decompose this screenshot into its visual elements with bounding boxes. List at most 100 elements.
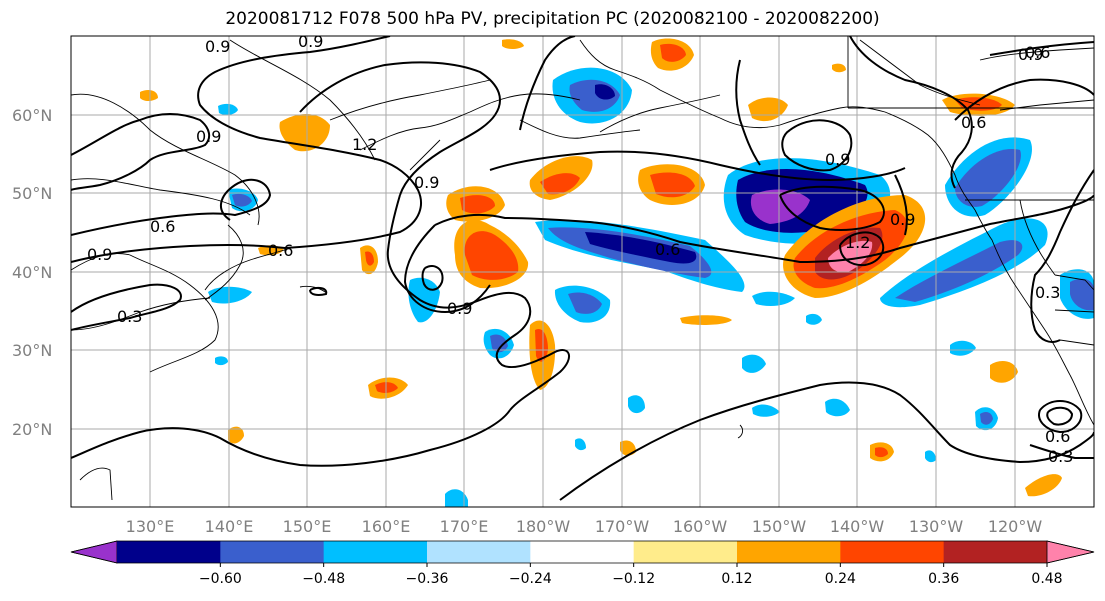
colorbar-tick-label: −0.36 [406,571,449,587]
pv-contour [386,194,570,411]
precip-anomaly [568,292,602,314]
precip-anomaly [460,195,495,214]
lon-label: 170°E [440,517,489,536]
contour-label: 0.3 [1035,283,1060,302]
colorbar-tick-label: −0.48 [302,571,345,587]
precip-anomaly [990,360,1018,383]
precip-anomaly [1070,278,1094,311]
pv-contour [894,174,908,236]
precip-anomaly [535,328,548,362]
contour-label: 0.9 [825,150,850,169]
precip-anomaly [540,173,580,195]
longitude-labels: 130°E 140°E 150°E 160°E 170°E 180°W 170°… [126,517,1043,536]
precip-anomaly [365,251,374,266]
precip-anomaly [575,438,586,451]
pv-contour [735,59,761,166]
pv-contour [1046,406,1074,426]
precip-anomaly [228,426,244,444]
precip-anomaly [218,103,238,115]
precip-anomaly [752,404,780,417]
pv-contour [1038,400,1083,434]
precip-anomaly [490,334,508,353]
precip-anomaly [875,447,888,458]
contour-label: 0.9 [414,173,439,192]
colorbar-segment [840,541,945,563]
pv-contour [71,283,182,331]
pv-contour [954,78,1094,121]
precip-anomaly [502,39,524,49]
precip-anomaly [445,489,468,507]
lat-label: 50°N [12,184,52,203]
precip-anomaly [208,286,252,304]
contour-label: 0.6 [268,241,293,260]
contour-label: 0.9 [196,127,221,146]
contour-label: 1.2 [845,233,870,252]
precip-anomaly [752,291,795,306]
precip-anomaly [585,232,697,264]
precip-anomaly [660,43,686,62]
colorbar-segment [117,541,221,563]
colorbar: −0.60 −0.48 −0.36 −0.24 −0.12 0.12 0.24 0.36 0.4… [70,540,1095,587]
precip-anomaly [650,172,695,198]
map-panel: 0.9 0.9 0.9 1.2 0.9 0.6 0.9 0.6 0.9 0.6 … [71,32,1094,507]
pv-contours [71,36,1094,501]
colorbar-segment [323,541,428,563]
map-frame [70,35,1095,508]
pv-contour [779,185,885,231]
pv-contour [849,36,973,189]
pv-contour [403,224,491,314]
precip-anomaly [464,231,519,280]
pv-contour [421,264,444,291]
colorbar-tick-label: 0.36 [928,571,959,587]
precip-anomaly [215,356,228,366]
contour-label: 0.6 [1045,427,1070,446]
contour-label: 0.6 [150,217,175,236]
lon-label: 150°E [283,517,332,536]
lat-label: 60°N [12,106,52,125]
precip-anomaly [232,193,252,207]
colorbar-tick-label: 0.48 [1031,571,1062,587]
contour-label: 1.2 [352,135,377,154]
precip-anomaly [628,395,645,414]
pv-contour [299,61,501,196]
latitude-labels: 60°N 50°N 40°N 30°N 20°N [12,106,52,439]
colorbar-extend-min [70,540,118,564]
contour-label: 0.9 [87,245,112,264]
precip-anomaly [980,411,993,425]
colorbar-segment [633,541,738,563]
contour-label: 0.9 [298,32,323,51]
contour-label: 0.9 [1018,45,1043,64]
lon-label: 170°W [595,517,650,536]
colorbar-tick-label: −0.24 [509,571,552,587]
lon-label: 130°E [126,517,175,536]
precip-anomaly [950,340,976,356]
contour-label: 0.3 [1048,447,1073,466]
precip-anomaly [832,63,846,73]
contour-label: 0.9 [447,299,472,318]
lat-label: 40°N [12,263,52,282]
pv-contour [71,409,511,467]
colorbar-outline [70,540,1095,564]
contour-label: 0.6 [1025,43,1050,62]
colorbar-extend-max [1046,540,1095,564]
precip-anomaly [955,149,1021,207]
pv-contour [559,381,1094,501]
colorbar-segment [737,541,841,563]
lon-label: 150°W [752,517,807,536]
colorbar-tick-label: −0.60 [199,571,242,587]
colorbar-segment [530,541,635,563]
lon-label: 160°W [673,517,728,536]
lat-label: 20°N [12,420,52,439]
pv-contour [71,178,272,236]
precip-anomaly [742,354,766,373]
pv-contour [71,36,422,263]
pv-contour [71,113,211,191]
precip-anomaly [680,315,732,325]
contour-label: 0.3 [117,307,142,326]
colorbar-tick-label: 0.12 [721,571,752,587]
contour-labels: 0.9 0.9 0.9 1.2 0.9 0.6 0.9 0.6 0.9 0.6 … [87,32,1073,466]
precip-anomaly [828,240,873,273]
graticule [71,36,1094,507]
pv-contour [1030,169,1094,343]
colorbar-segment [943,541,1048,563]
